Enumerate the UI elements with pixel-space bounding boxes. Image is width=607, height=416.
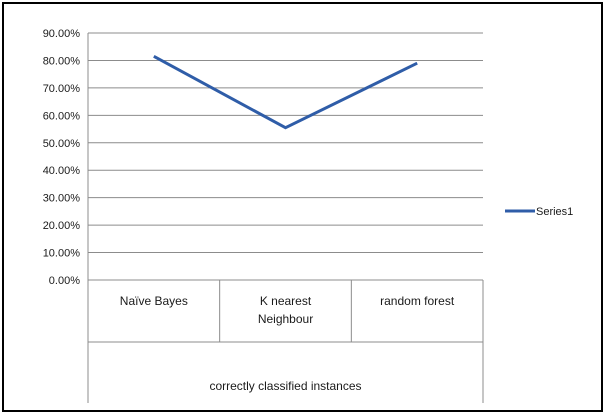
y-tick-label: 90.00% [43,28,81,40]
x-axis-group-label: correctly classified instances [209,379,361,393]
x-category-label: Neighbour [258,312,313,326]
y-tick-label: 40.00% [43,165,81,177]
chart-frame [2,2,603,412]
y-tick-label: 10.00% [43,248,81,260]
y-tick-label: 30.00% [43,193,81,205]
legend: Series1 [505,206,573,218]
x-axis [87,33,484,403]
series-line [153,55,418,130]
series-lines [153,55,418,130]
y-tick-label: 70.00% [43,83,81,95]
legend-label-series1: Series1 [536,206,573,218]
y-tick-label: 80.00% [43,55,81,67]
x-axis-category-labels: Naïve Bayes K nearest Neighbour random fore… [120,294,455,326]
y-tick-label: 20.00% [43,220,81,232]
y-axis-tick-labels: 0.00% 10.00% 20.00% 30.00% 40.00% 50.00% 60.00… [43,28,81,287]
x-category-label: K nearest [260,294,312,308]
x-category-label: Naïve Bayes [120,294,188,308]
y-tick-label: 60.00% [43,110,81,122]
y-tick-label: 0.00% [49,275,80,287]
gridlines [88,32,483,281]
x-category-label: random forest [380,294,455,308]
y-tick-label: 50.00% [43,138,81,150]
